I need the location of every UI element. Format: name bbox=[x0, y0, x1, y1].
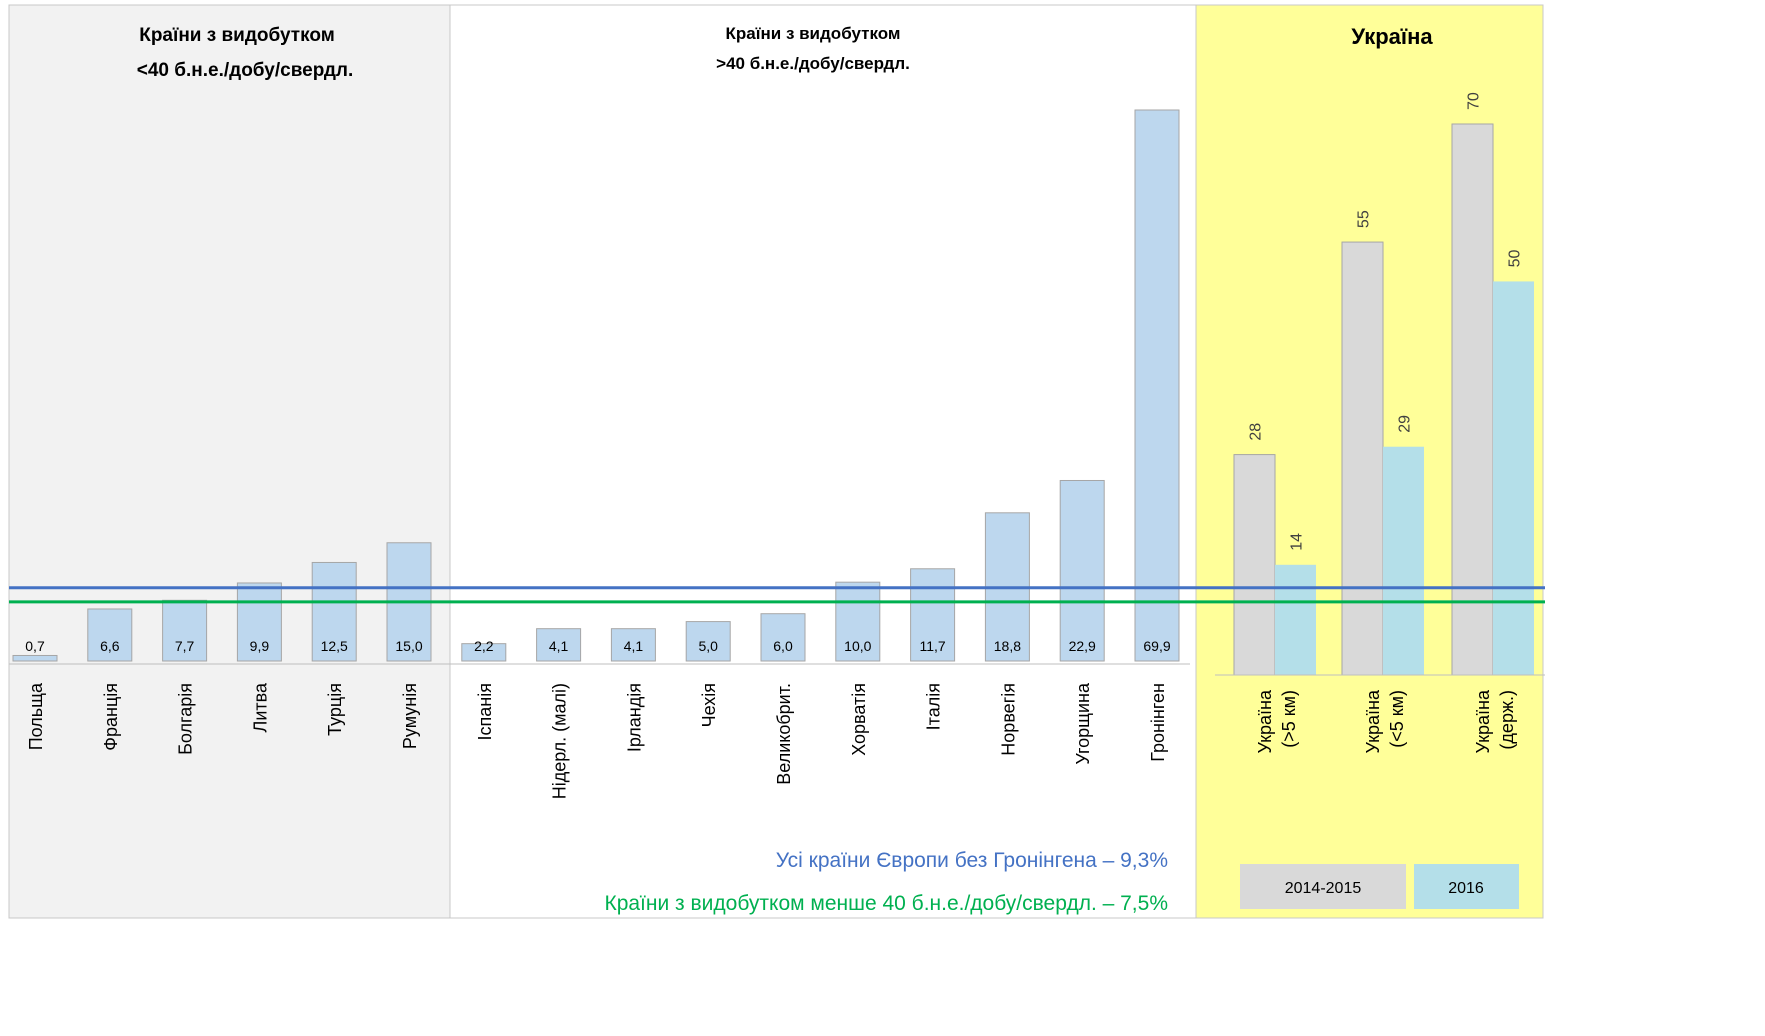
panel-high-output-title-line1: Країни з видобутком bbox=[726, 24, 901, 43]
bar-ukraine-group1-2016 bbox=[1275, 564, 1316, 675]
tick-label-ірландія: Ірландія bbox=[624, 683, 644, 752]
tick-label-франція: Франція bbox=[101, 683, 121, 751]
bar-гронінген bbox=[1134, 109, 1180, 662]
tick-label-line1: Україна bbox=[1473, 689, 1493, 753]
bar-турція bbox=[311, 561, 357, 662]
data-label-великобрит: 6,0 bbox=[773, 638, 793, 654]
panel-low-output-bg bbox=[8, 4, 451, 919]
bar-іспанія bbox=[461, 643, 507, 662]
bar-ірландія bbox=[610, 628, 656, 662]
data-label-ukraine-group1-2016: 14 bbox=[1289, 533, 1306, 551]
legend-label-2016: 2016 bbox=[1448, 880, 1484, 897]
data-label-угорщина: 22,9 bbox=[1069, 638, 1096, 654]
bar-нідерл-малі bbox=[536, 628, 582, 662]
bar-хорватія bbox=[835, 581, 881, 662]
tick-label-норвегія: Норвегія bbox=[998, 683, 1018, 756]
tick-label-line1: Україна bbox=[1363, 689, 1383, 753]
tick-label-чехія: Чехія bbox=[699, 683, 719, 727]
panel-ukraine-title: Україна bbox=[1351, 24, 1433, 49]
data-label-іспанія: 2,2 bbox=[474, 638, 494, 654]
bar-ukraine-group2-2016 bbox=[1383, 446, 1424, 675]
data-label-турція: 12,5 bbox=[321, 638, 348, 654]
bar-польща bbox=[12, 654, 58, 662]
data-label-ірландія: 4,1 bbox=[624, 638, 644, 654]
data-label-хорватія: 10,0 bbox=[844, 638, 871, 654]
data-label-болгарія: 7,7 bbox=[175, 638, 195, 654]
data-label-норвегія: 18,8 bbox=[994, 638, 1021, 654]
panel-high-output-title-line2: >40 б.н.е./добу/свердл. bbox=[716, 54, 910, 73]
tick-label-іспанія: Іспанія bbox=[475, 683, 495, 740]
bar-ukraine-group2-2014-2015 bbox=[1341, 241, 1384, 676]
tick-label-угорщина: Угорщина bbox=[1073, 682, 1093, 765]
tick-label-ukraine-group3: Україна (держ.) bbox=[1473, 689, 1517, 753]
panel-low-output-title-line2: <40 б.н.е./добу/свердл. bbox=[137, 60, 354, 81]
data-label-нідерл-малі: 4,1 bbox=[549, 638, 569, 654]
tick-label-румунія: Румунія bbox=[400, 683, 420, 749]
tick-label-турція: Турція bbox=[325, 683, 345, 736]
gas-recovery-chart: Країни з видобутком <40 б.н.е./добу/свер… bbox=[8, 4, 1545, 919]
reference-label-low-output: Країни з видобутком менше 40 б.н.е./добу… bbox=[604, 892, 1168, 915]
bar-ukraine-group3-2014-2015 bbox=[1451, 123, 1494, 676]
ukraine-legend: 2014-2015 2016 bbox=[1240, 864, 1519, 909]
bar-болгарія bbox=[162, 599, 208, 662]
europe-bars: 0,7 Польща 6,6 Франція 7,7 Болгарія 9,9 Литва 12… bbox=[12, 109, 1180, 799]
bar-ukraine-group1-2014-2015 bbox=[1233, 454, 1276, 676]
data-label-ukraine-group2-2016: 29 bbox=[1397, 415, 1414, 433]
panel-high-output-bg bbox=[449, 4, 1197, 919]
bar-литва bbox=[236, 582, 282, 662]
data-label-гронінген: 69,9 bbox=[1143, 638, 1170, 654]
tick-label-великобрит: Великобрит. bbox=[774, 683, 794, 785]
bar-угорщина bbox=[1059, 479, 1105, 662]
legend-swatch-2016 bbox=[1414, 864, 1519, 909]
bar-ukraine-group3-2016 bbox=[1493, 281, 1534, 675]
tick-label-line2: (>5 км) bbox=[1279, 690, 1299, 748]
tick-label-line1: Україна bbox=[1255, 689, 1275, 753]
tick-label-хорватія: Хорватія bbox=[849, 683, 869, 756]
bar-італія bbox=[910, 568, 956, 662]
tick-label-гронінген: Гронінген bbox=[1148, 683, 1168, 762]
data-label-чехія: 5,0 bbox=[698, 638, 718, 654]
tick-label-литва: Литва bbox=[250, 682, 270, 732]
tick-label-болгарія: Болгарія bbox=[176, 683, 196, 755]
data-label-литва: 9,9 bbox=[250, 638, 270, 654]
data-label-ukraine-group3-2014-2015: 70 bbox=[1466, 92, 1483, 110]
bar-франція bbox=[87, 608, 133, 662]
data-label-ukraine-group3-2016: 50 bbox=[1507, 250, 1524, 268]
reference-label-all-europe: Усі країни Європи без Гронінгена – 9,3% bbox=[776, 849, 1168, 872]
data-label-румунія: 15,0 bbox=[395, 638, 422, 654]
data-label-ukraine-group1-2014-2015: 28 bbox=[1248, 423, 1265, 441]
tick-label-італія: Італія bbox=[924, 683, 944, 730]
bar-чехія bbox=[685, 621, 731, 662]
legend-swatch-2014-2015 bbox=[1240, 864, 1406, 909]
legend-label-2014-2015: 2014-2015 bbox=[1285, 880, 1362, 897]
tick-label-line2: (держ.) bbox=[1497, 690, 1517, 750]
tick-label-ukraine-group1: Україна (>5 км) bbox=[1255, 689, 1299, 753]
tick-label-line2: (<5 км) bbox=[1387, 690, 1407, 748]
data-label-ukraine-group2-2014-2015: 55 bbox=[1356, 210, 1373, 228]
panel-low-output-title-line1: Країни з видобутком bbox=[139, 25, 335, 46]
bar-великобрит bbox=[760, 613, 806, 662]
data-label-італія: 11,7 bbox=[919, 638, 945, 654]
tick-label-польща: Польща bbox=[26, 682, 46, 750]
tick-label-нідерл-малі: Нідерл. (малі) bbox=[550, 683, 570, 799]
data-label-польща: 0,7 bbox=[25, 638, 45, 654]
tick-label-ukraine-group2: Україна (<5 км) bbox=[1363, 689, 1407, 753]
data-label-франція: 6,6 bbox=[100, 638, 120, 654]
